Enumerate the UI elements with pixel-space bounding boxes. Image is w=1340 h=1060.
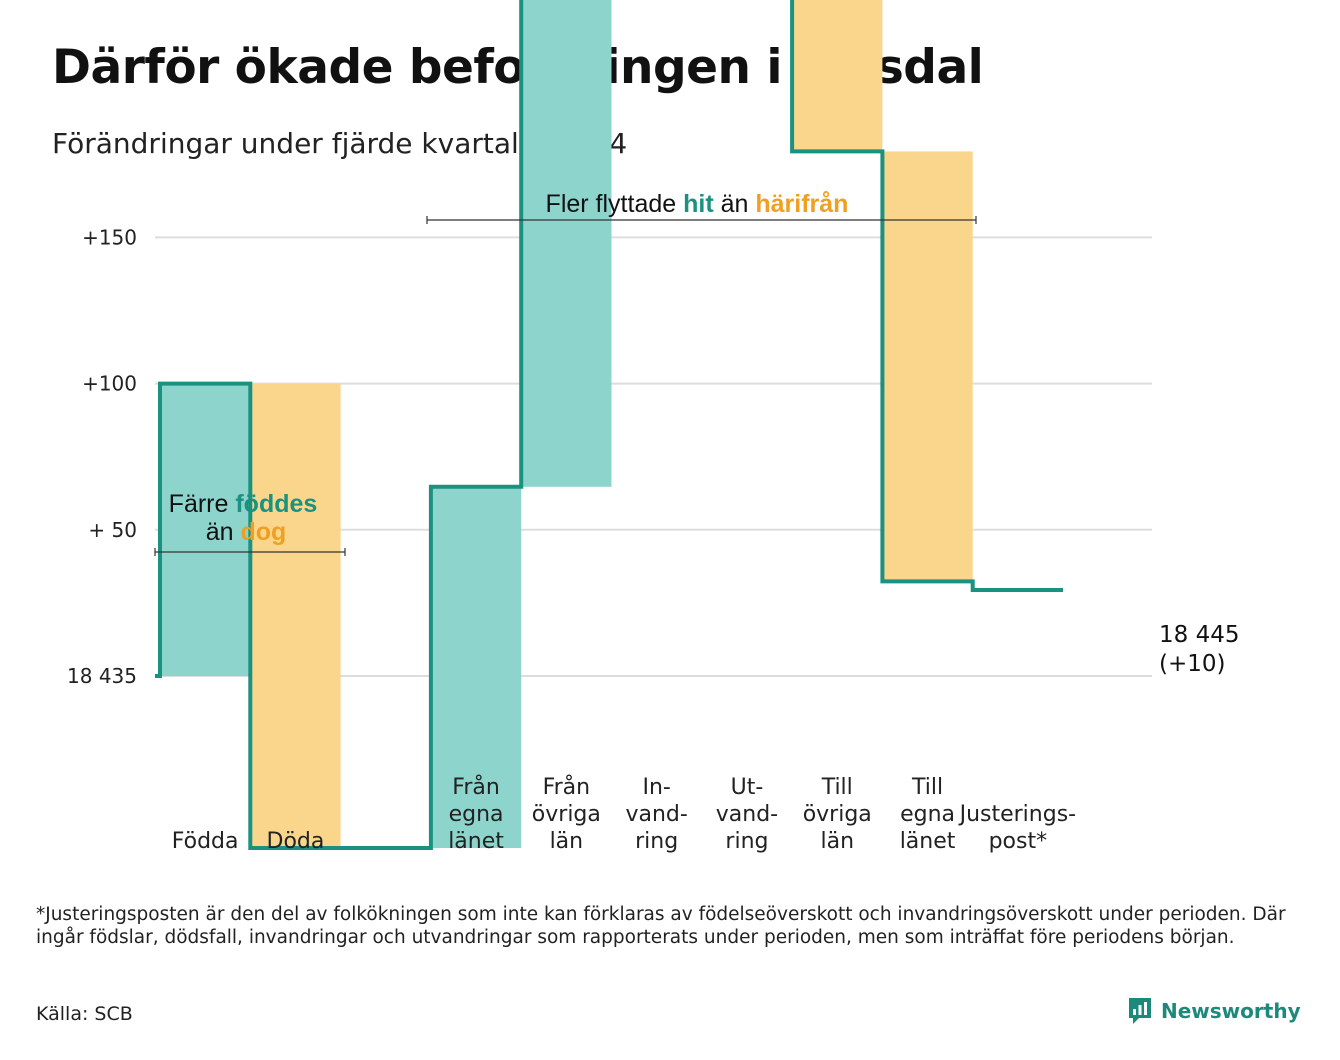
- category-label-3-2: länet: [448, 829, 504, 854]
- category-label-4-2: län: [550, 829, 584, 854]
- category-labels: Födda DödaFrånegnalänetFrånövrigalänIn-va…: [172, 774, 1076, 854]
- migration-annotation: Fler flyttade hit än härifrån: [426, 190, 977, 224]
- category-label-6-1: vand-: [716, 802, 778, 827]
- brand-name: Newsworthy: [1161, 999, 1301, 1023]
- category-label-7-0: Till: [821, 775, 853, 800]
- category-label-3-0: Från: [452, 774, 500, 800]
- newsworthy-logo-icon: [1129, 998, 1151, 1024]
- category-label-1-0: Döda: [267, 829, 325, 854]
- category-label-5-0: In-: [642, 775, 670, 800]
- category-label-0-0: Födda: [172, 829, 239, 854]
- category-label-7-2: län: [820, 829, 854, 854]
- source-credit: Källa: SCB: [36, 1003, 133, 1025]
- newsworthy-brand[interactable]: Newsworthy: [1127, 996, 1301, 1026]
- bar-0: [160, 383, 251, 676]
- category-label-8-0: Till: [911, 775, 943, 800]
- bar-1: [250, 383, 341, 848]
- category-label-9-1: post*: [989, 829, 1048, 854]
- category-label-4-1: övriga: [532, 802, 601, 827]
- end-value-line-1: (+10): [1159, 651, 1225, 677]
- category-label-8-2: länet: [900, 829, 956, 854]
- bar-3: [430, 486, 522, 848]
- y-axis-ticks: 18 435 + 50 +100 +150: [67, 225, 137, 688]
- bar-4: [521, 0, 612, 487]
- y-tick-label-2: +100: [82, 372, 137, 396]
- category-label-5-1: vand-: [625, 802, 687, 827]
- category-label-3-1: egna: [449, 802, 504, 827]
- waterfall-chart: 18 435+ 50+100+150 Födda DödaFrånegnaläne…: [67, 0, 1239, 854]
- footnote: *Justeringsposten är den del av folkökni…: [36, 904, 1286, 948]
- bars: [160, 0, 973, 848]
- category-label-7-1: övriga: [803, 802, 872, 827]
- category-label-6-0: Ut-: [731, 775, 764, 800]
- births-annotation-line1: Färre föddes: [169, 490, 318, 518]
- y-tick-label-0: 18 435: [67, 664, 137, 688]
- y-tick-label-1: + 50: [88, 518, 137, 542]
- end-value-line-0: 18 445: [1159, 622, 1239, 648]
- births-annotation: Färre föddes än dog: [154, 490, 346, 556]
- category-label-5-2: ring: [635, 829, 678, 854]
- cumulative-step-line: [155, 0, 1063, 850]
- category-label-6-2: ring: [725, 829, 768, 854]
- category-label-4-0: Från: [543, 774, 591, 800]
- category-label-8-1: egna: [900, 802, 955, 827]
- y-tick-label-3: +150: [82, 225, 137, 249]
- migration-annotation-text: Fler flyttade hit än härifrån: [546, 190, 849, 218]
- category-label-9-0: Justerings-: [958, 802, 1077, 827]
- bar-7: [792, 0, 883, 152]
- end-value-label: 18 445 (+10): [1159, 622, 1239, 677]
- bar-8: [882, 151, 973, 582]
- births-annotation-line2: än dog: [206, 518, 287, 546]
